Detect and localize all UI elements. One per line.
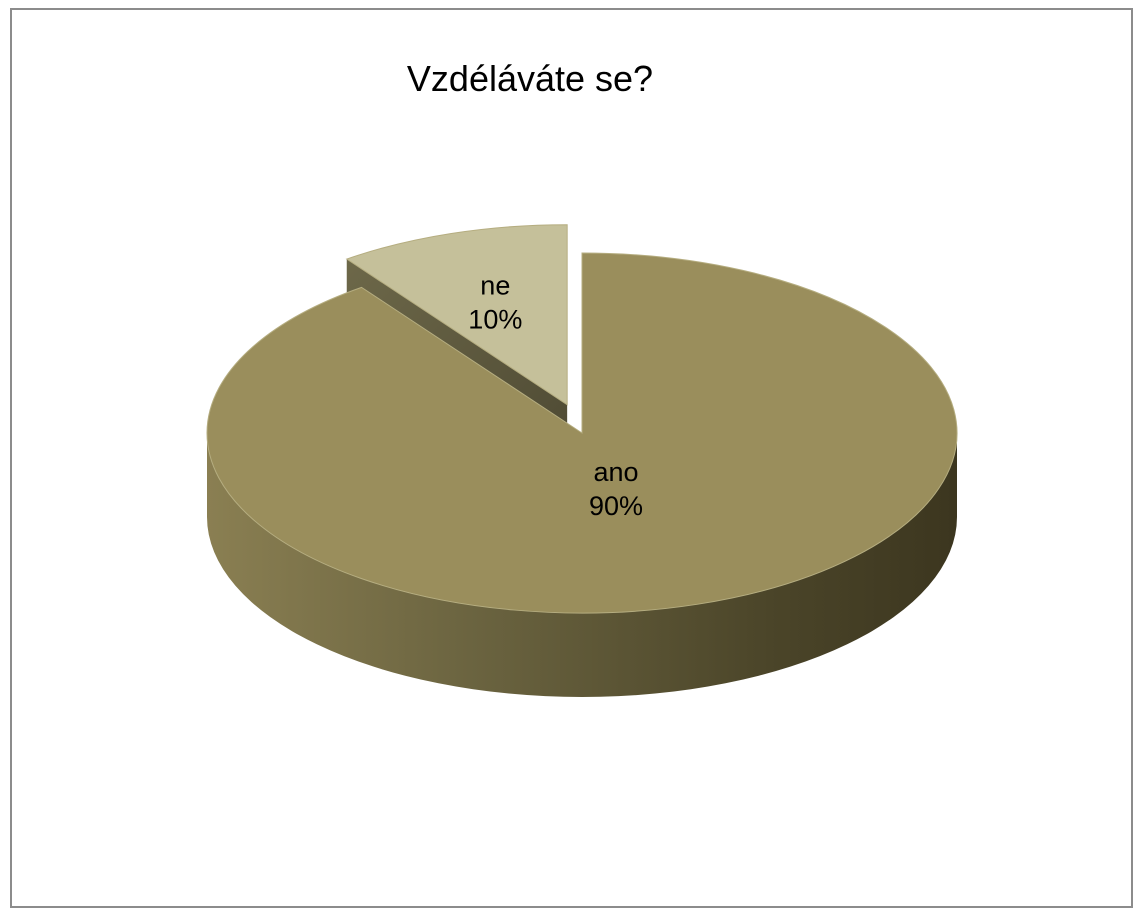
slice-ne <box>345 224 568 406</box>
data-label-category-ne: ne <box>480 271 510 301</box>
slice-side-ano <box>207 433 957 697</box>
pie-chart: ano 90% ne 10% <box>206 224 958 697</box>
data-label-value-ano: 90% <box>589 491 643 521</box>
data-label-category-ano: ano <box>593 457 638 487</box>
slice-ano <box>206 252 958 614</box>
data-label-value-ne: 10% <box>468 305 522 335</box>
chart-title: Vzdéláváte se? <box>406 58 654 99</box>
